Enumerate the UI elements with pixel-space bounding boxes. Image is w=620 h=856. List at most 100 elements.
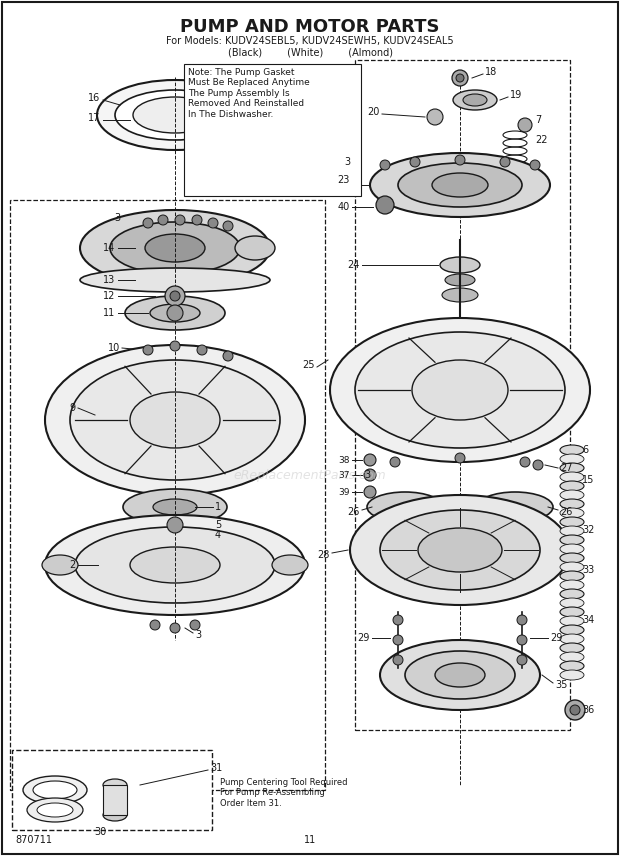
Ellipse shape <box>560 508 584 518</box>
Ellipse shape <box>110 222 240 274</box>
Circle shape <box>364 469 376 481</box>
Text: Pump Centering Tool Required
For Pump Re-Assembling
Order Item 31.: Pump Centering Tool Required For Pump Re… <box>220 778 347 808</box>
Ellipse shape <box>560 562 584 572</box>
Ellipse shape <box>442 288 478 302</box>
Ellipse shape <box>560 571 584 581</box>
Text: 32: 32 <box>582 525 595 535</box>
Text: 3: 3 <box>344 157 350 167</box>
Text: 6: 6 <box>582 445 588 455</box>
Text: 24: 24 <box>348 260 360 270</box>
Bar <box>103 785 127 815</box>
Ellipse shape <box>130 547 220 583</box>
Ellipse shape <box>272 555 308 575</box>
Text: 28: 28 <box>317 550 330 560</box>
Ellipse shape <box>370 153 550 217</box>
Circle shape <box>455 453 465 463</box>
Text: 27: 27 <box>560 463 572 473</box>
Text: 11: 11 <box>304 835 316 845</box>
Circle shape <box>190 620 200 630</box>
Text: 38: 38 <box>339 455 350 465</box>
Ellipse shape <box>560 661 584 671</box>
Circle shape <box>393 655 403 665</box>
Circle shape <box>518 118 532 132</box>
Ellipse shape <box>560 490 584 500</box>
Circle shape <box>223 221 233 231</box>
Circle shape <box>517 655 527 665</box>
Text: 9: 9 <box>69 403 75 413</box>
Text: PUMP AND MOTOR PARTS: PUMP AND MOTOR PARTS <box>180 18 440 36</box>
Ellipse shape <box>45 515 305 615</box>
Bar <box>12 750 212 830</box>
Ellipse shape <box>405 651 515 699</box>
Text: 3: 3 <box>195 630 201 640</box>
Ellipse shape <box>453 90 497 110</box>
Ellipse shape <box>560 589 584 599</box>
Bar <box>355 60 570 730</box>
Ellipse shape <box>27 798 83 822</box>
Text: 22: 22 <box>535 135 547 145</box>
Circle shape <box>565 700 585 720</box>
Ellipse shape <box>560 553 584 563</box>
Ellipse shape <box>560 607 584 617</box>
Ellipse shape <box>150 304 200 322</box>
Circle shape <box>570 705 580 715</box>
Ellipse shape <box>80 210 270 286</box>
Ellipse shape <box>145 234 205 262</box>
Circle shape <box>517 635 527 645</box>
Circle shape <box>380 160 390 170</box>
Circle shape <box>223 351 233 361</box>
Text: For Models: KUDV24SEBL5, KUDV24SEWH5, KUDV24SEAL5: For Models: KUDV24SEBL5, KUDV24SEWH5, KU… <box>166 36 454 46</box>
Circle shape <box>170 291 180 301</box>
Ellipse shape <box>560 463 584 473</box>
Ellipse shape <box>440 257 480 273</box>
Text: 11: 11 <box>103 308 115 318</box>
Circle shape <box>393 635 403 645</box>
Ellipse shape <box>97 80 253 150</box>
Ellipse shape <box>80 268 270 292</box>
Text: 17: 17 <box>87 113 100 123</box>
Ellipse shape <box>350 495 570 605</box>
Text: 19: 19 <box>510 90 522 100</box>
Ellipse shape <box>355 332 565 448</box>
Ellipse shape <box>380 510 540 590</box>
Circle shape <box>175 215 185 225</box>
Ellipse shape <box>445 274 475 286</box>
Text: 36: 36 <box>582 705 594 715</box>
Ellipse shape <box>560 616 584 626</box>
Text: 16: 16 <box>88 93 100 103</box>
Circle shape <box>456 74 464 82</box>
Ellipse shape <box>560 517 584 527</box>
Text: 1: 1 <box>215 502 221 512</box>
Ellipse shape <box>560 598 584 608</box>
Ellipse shape <box>123 489 227 525</box>
Circle shape <box>197 345 207 355</box>
Ellipse shape <box>560 499 584 509</box>
Ellipse shape <box>23 776 87 804</box>
Circle shape <box>150 620 160 630</box>
Circle shape <box>167 517 183 533</box>
Circle shape <box>452 70 468 86</box>
Text: 12: 12 <box>103 291 115 301</box>
Text: 870711: 870711 <box>15 835 52 845</box>
Ellipse shape <box>435 663 485 687</box>
Text: eReplacementParts.com: eReplacementParts.com <box>234 468 386 482</box>
Text: 7: 7 <box>535 115 541 125</box>
Ellipse shape <box>103 779 127 791</box>
Bar <box>10 200 325 790</box>
Circle shape <box>143 218 153 228</box>
Text: 23: 23 <box>338 175 350 185</box>
Text: 25: 25 <box>303 360 315 370</box>
Ellipse shape <box>153 499 197 515</box>
Text: 29: 29 <box>358 633 370 643</box>
Circle shape <box>520 457 530 467</box>
Text: 34: 34 <box>582 615 594 625</box>
Ellipse shape <box>560 544 584 554</box>
Text: 10: 10 <box>108 343 120 353</box>
Text: 26: 26 <box>560 507 572 517</box>
Ellipse shape <box>130 392 220 448</box>
Ellipse shape <box>560 481 584 491</box>
Text: 5: 5 <box>215 520 221 530</box>
Ellipse shape <box>125 296 225 330</box>
Circle shape <box>192 215 202 225</box>
Circle shape <box>167 305 183 321</box>
